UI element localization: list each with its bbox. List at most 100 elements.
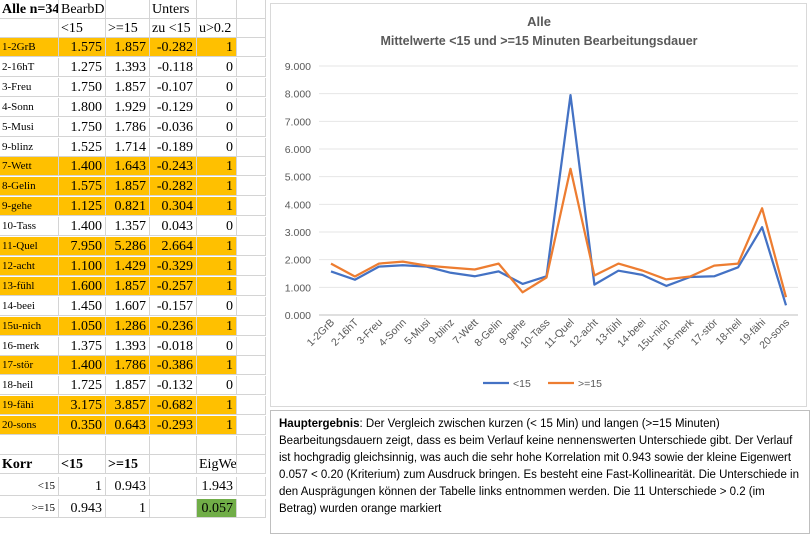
- table-cell[interactable]: 1.100: [59, 256, 106, 276]
- table-cell[interactable]: 0: [197, 296, 237, 316]
- table-cell[interactable]: 1-2GrB: [0, 38, 59, 57]
- table-cell[interactable]: -0.293: [150, 416, 197, 436]
- table-cell[interactable]: -0.018: [150, 336, 197, 356]
- table-cell[interactable]: 1.800: [59, 97, 106, 117]
- empty-cell[interactable]: [237, 477, 266, 496]
- table-cell[interactable]: 1.643: [106, 157, 150, 177]
- empty-cell[interactable]: [237, 336, 266, 356]
- table-cell[interactable]: -0.386: [150, 356, 197, 376]
- table-cell[interactable]: 1.400: [59, 217, 106, 237]
- empty-cell[interactable]: [237, 57, 266, 77]
- table-cell[interactable]: 20-sons: [0, 416, 59, 436]
- table-cell[interactable]: 3.175: [59, 396, 106, 416]
- table-cell[interactable]: 5-Musi: [0, 117, 59, 137]
- korr-value[interactable]: 1: [59, 477, 106, 496]
- header-cell[interactable]: BearbDauern: [59, 0, 106, 19]
- table-cell[interactable]: 0.821: [106, 197, 150, 217]
- table-cell[interactable]: 9-blinz: [0, 137, 59, 157]
- table-cell[interactable]: 1.050: [59, 316, 106, 336]
- empty-cell[interactable]: [237, 38, 266, 57]
- table-cell[interactable]: -0.129: [150, 97, 197, 117]
- empty-cell[interactable]: [0, 436, 59, 455]
- header-cell[interactable]: Unters: [150, 0, 197, 19]
- table-cell[interactable]: 1: [197, 316, 237, 336]
- empty-cell[interactable]: [237, 237, 266, 256]
- table-cell[interactable]: 3-Freu: [0, 77, 59, 97]
- table-cell[interactable]: 1: [197, 157, 237, 177]
- table-cell[interactable]: 0: [197, 97, 237, 117]
- eig-value[interactable]: 0.057: [197, 499, 237, 518]
- table-cell[interactable]: 1.525: [59, 137, 106, 157]
- table-cell[interactable]: 18-heil: [0, 376, 59, 396]
- korr-col1[interactable]: <15: [59, 455, 106, 474]
- table-cell[interactable]: 19-fähi: [0, 396, 59, 416]
- eig-value[interactable]: 1.943: [197, 477, 237, 496]
- table-cell[interactable]: 3.857: [106, 396, 150, 416]
- table-cell[interactable]: 1: [197, 396, 237, 416]
- table-cell[interactable]: 5.286: [106, 237, 150, 256]
- table-cell[interactable]: 0.304: [150, 197, 197, 217]
- table-cell[interactable]: -0.282: [150, 177, 197, 197]
- empty-cell[interactable]: [237, 177, 266, 197]
- table-cell[interactable]: 0.350: [59, 416, 106, 436]
- table-cell[interactable]: 1.429: [106, 256, 150, 276]
- table-cell[interactable]: 0.643: [106, 416, 150, 436]
- table-cell[interactable]: -0.132: [150, 376, 197, 396]
- empty-cell[interactable]: [106, 436, 150, 455]
- table-cell[interactable]: 14-beei: [0, 296, 59, 316]
- empty-cell[interactable]: [237, 296, 266, 316]
- eig-title[interactable]: EigWert: [197, 455, 237, 474]
- table-cell[interactable]: 1.929: [106, 97, 150, 117]
- korr-col2[interactable]: >=15: [106, 455, 150, 474]
- table-cell[interactable]: 1.575: [59, 38, 106, 57]
- empty-cell[interactable]: [237, 499, 266, 518]
- empty-cell[interactable]: [237, 256, 266, 276]
- table-cell[interactable]: 2-16hT: [0, 57, 59, 77]
- table-cell[interactable]: 1.857: [106, 77, 150, 97]
- table-cell[interactable]: -0.257: [150, 276, 197, 296]
- table-cell[interactable]: 1: [197, 356, 237, 376]
- table-cell[interactable]: -0.282: [150, 38, 197, 57]
- empty-cell[interactable]: [237, 276, 266, 296]
- table-cell[interactable]: 0: [197, 117, 237, 137]
- korr-title[interactable]: Korr: [0, 455, 59, 474]
- table-cell[interactable]: 0: [197, 137, 237, 157]
- table-cell[interactable]: 12-acht: [0, 256, 59, 276]
- table-cell[interactable]: 1: [197, 177, 237, 197]
- empty-cell[interactable]: [237, 376, 266, 396]
- korr-row-label[interactable]: <15: [0, 477, 59, 496]
- table-cell[interactable]: 0.043: [150, 217, 197, 237]
- table-cell[interactable]: -0.118: [150, 57, 197, 77]
- table-cell[interactable]: 1.125: [59, 197, 106, 217]
- table-cell[interactable]: 4-Sonn: [0, 97, 59, 117]
- empty-cell[interactable]: [237, 396, 266, 416]
- table-cell[interactable]: 1.575: [59, 177, 106, 197]
- empty-cell[interactable]: [237, 455, 266, 474]
- empty-cell[interactable]: [237, 316, 266, 336]
- table-cell[interactable]: 1.714: [106, 137, 150, 157]
- empty-cell[interactable]: [197, 436, 237, 455]
- table-cell[interactable]: 15u-nich: [0, 316, 59, 336]
- table-cell[interactable]: -0.036: [150, 117, 197, 137]
- table-cell[interactable]: 8-Gelin: [0, 177, 59, 197]
- empty-cell[interactable]: [150, 455, 197, 474]
- table-cell[interactable]: -0.236: [150, 316, 197, 336]
- table-cell[interactable]: 7.950: [59, 237, 106, 256]
- table-cell[interactable]: 1.857: [106, 177, 150, 197]
- table-cell[interactable]: 1.857: [106, 276, 150, 296]
- korr-value[interactable]: 0.943: [59, 499, 106, 518]
- table-cell[interactable]: 1.786: [106, 117, 150, 137]
- table-cell[interactable]: 1: [197, 276, 237, 296]
- table-cell[interactable]: -0.157: [150, 296, 197, 316]
- table-cell[interactable]: 1.750: [59, 117, 106, 137]
- table-cell[interactable]: 1.400: [59, 356, 106, 376]
- korr-value[interactable]: 1: [106, 499, 150, 518]
- table-cell[interactable]: 1.275: [59, 57, 106, 77]
- header-cell[interactable]: [237, 0, 266, 19]
- table-cell[interactable]: 17-stör: [0, 356, 59, 376]
- subheader-cell[interactable]: [0, 19, 59, 38]
- table-cell[interactable]: 0: [197, 77, 237, 97]
- table-cell[interactable]: 1.857: [106, 376, 150, 396]
- empty-cell[interactable]: [237, 436, 266, 455]
- header-cell[interactable]: Alle n=34: [0, 0, 59, 19]
